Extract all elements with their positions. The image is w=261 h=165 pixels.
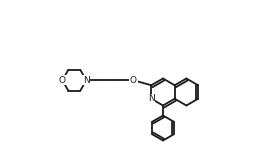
Text: N: N	[83, 76, 90, 85]
Text: N: N	[83, 76, 90, 85]
Text: N: N	[148, 94, 155, 103]
Text: O: O	[59, 76, 66, 85]
Text: O: O	[130, 76, 137, 85]
